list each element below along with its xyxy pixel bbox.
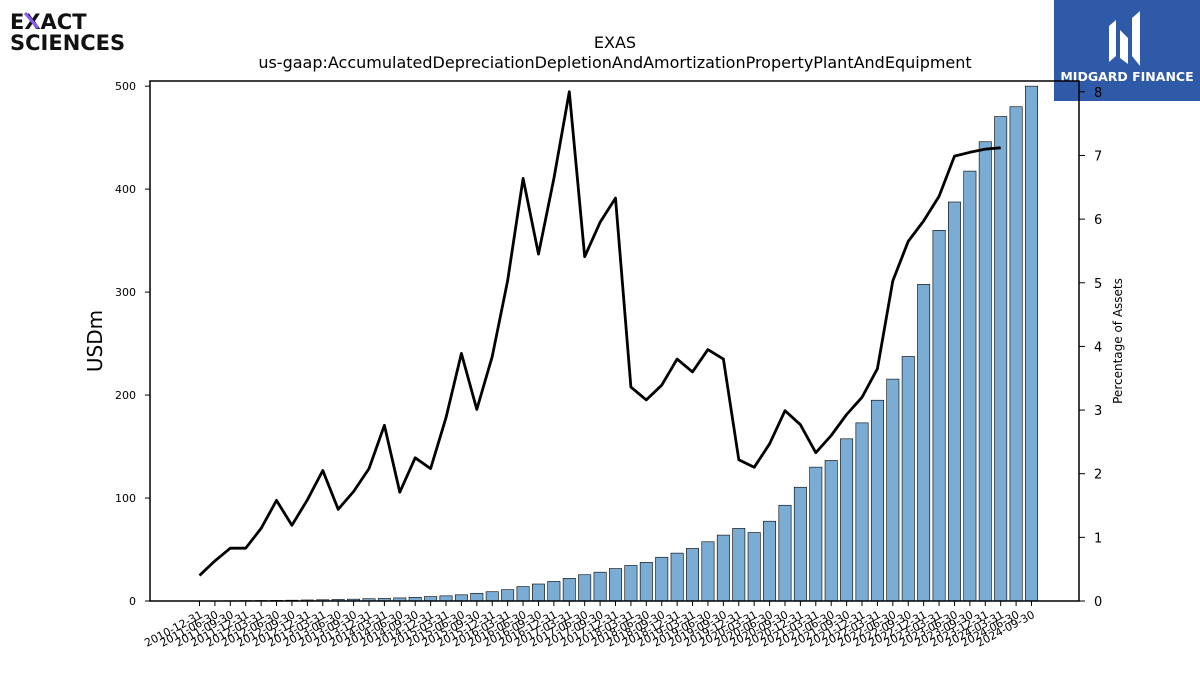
bar-2020-12-31 xyxy=(793,486,807,602)
logo-accent-mark xyxy=(23,12,40,29)
y2-tick-label: 5 xyxy=(1094,277,1102,292)
bar-2015-06-30 xyxy=(454,594,468,602)
y-tick-label: 200 xyxy=(115,389,136,402)
exact-sciences-logo: EXACT SCIENCES xyxy=(10,10,135,55)
bar-2024-03-31 xyxy=(994,116,1008,602)
bar-2016-06-30 xyxy=(516,586,530,602)
logo-bar-3 xyxy=(1132,11,1140,66)
bar-2021-12-31 xyxy=(855,422,869,602)
bar-2019-03-31 xyxy=(686,548,700,602)
plot-frame xyxy=(149,80,1080,602)
bar-2019-06-30 xyxy=(701,541,715,602)
bar-2024-09-30 xyxy=(1025,85,1038,602)
bar-2020-06-30 xyxy=(763,520,777,602)
y2-tick-label: 6 xyxy=(1094,213,1102,228)
bar-2023-06-30 xyxy=(947,201,961,602)
bar-2021-03-31 xyxy=(809,466,823,602)
bar-2020-09-30 xyxy=(778,504,792,602)
logo-left-line2: SCIENCES xyxy=(10,31,125,55)
bar-2021-06-30 xyxy=(824,460,838,602)
y-axis-left: 0 100 200 300 400 500 xyxy=(115,80,150,608)
x-axis: 2010-12-312011-06-302011-09-302011-12-31… xyxy=(142,601,1037,650)
bar-2015-03-31 xyxy=(439,595,453,602)
y2-axis-label: Percentage of Assets xyxy=(1111,278,1125,404)
bar-2015-09-30 xyxy=(470,592,484,602)
bar-2016-03-31 xyxy=(501,589,515,602)
logo-bar-2 xyxy=(1120,30,1128,64)
bar-2017-06-30 xyxy=(578,574,592,602)
bar-2023-12-31 xyxy=(978,141,992,602)
line-series xyxy=(198,90,1001,577)
bar-2019-12-31 xyxy=(732,528,746,602)
y2-tick-label: 3 xyxy=(1094,404,1102,419)
bar-2018-09-30 xyxy=(655,556,669,602)
bar-2018-12-31 xyxy=(670,552,684,602)
bar-2019-09-30 xyxy=(716,534,730,602)
bar-2023-09-30 xyxy=(963,170,977,602)
exact-sciences-logo-mark: EXACT SCIENCES xyxy=(10,10,125,55)
logo-right-text: MIDGARD FINANCE xyxy=(1060,69,1193,84)
logo-bar-1 xyxy=(1109,20,1116,62)
y-axis-label: USDm xyxy=(83,310,107,372)
bar-2016-09-30 xyxy=(531,583,545,602)
y2-tick-label: 7 xyxy=(1094,149,1102,164)
bar-2016-12-31 xyxy=(547,581,561,602)
chart-subtitle: us-gaap:AccumulatedDepreciationDepletion… xyxy=(258,53,971,72)
bar-2018-06-30 xyxy=(639,562,653,602)
bar-2018-03-31 xyxy=(624,565,638,602)
bar-2017-03-31 xyxy=(562,578,576,602)
percentage-line xyxy=(198,90,1001,577)
midgard-finance-logo-mark: MIDGARD FINANCE xyxy=(1060,11,1194,84)
y-tick-label: 0 xyxy=(129,595,136,608)
bar-2020-03-31 xyxy=(747,532,761,602)
y2-tick-label: 1 xyxy=(1094,531,1102,546)
bar-2024-06-30 xyxy=(1009,106,1023,602)
bar-2022-12-31 xyxy=(917,284,931,602)
bar-2023-03-31 xyxy=(932,230,946,602)
y-tick-label: 400 xyxy=(115,183,136,196)
bar-2021-09-30 xyxy=(840,438,854,602)
y2-tick-label: 2 xyxy=(1094,468,1102,483)
bar-series xyxy=(193,85,1038,602)
midgard-finance-logo: MIDGARD FINANCE xyxy=(1054,0,1200,101)
chart-title: EXAS xyxy=(594,33,636,52)
logo-left-line1: EXACT xyxy=(10,10,87,34)
bar-2017-12-31 xyxy=(609,568,622,602)
y-tick-label: 500 xyxy=(115,80,136,93)
y2-tick-label: 0 xyxy=(1094,595,1102,610)
y2-tick-label: 4 xyxy=(1094,340,1102,355)
bar-2017-09-30 xyxy=(593,571,607,602)
y2-tick-label: 8 xyxy=(1094,86,1102,101)
y-tick-label: 300 xyxy=(115,286,136,299)
bar-2022-03-31 xyxy=(870,399,884,602)
y-tick-label: 100 xyxy=(115,492,136,505)
y-axis-right: 0 1 2 3 4 5 6 7 8 xyxy=(1079,86,1102,610)
bar-2022-06-30 xyxy=(886,378,900,602)
bar-2015-12-31 xyxy=(485,591,499,602)
bar-2022-09-30 xyxy=(901,356,915,602)
